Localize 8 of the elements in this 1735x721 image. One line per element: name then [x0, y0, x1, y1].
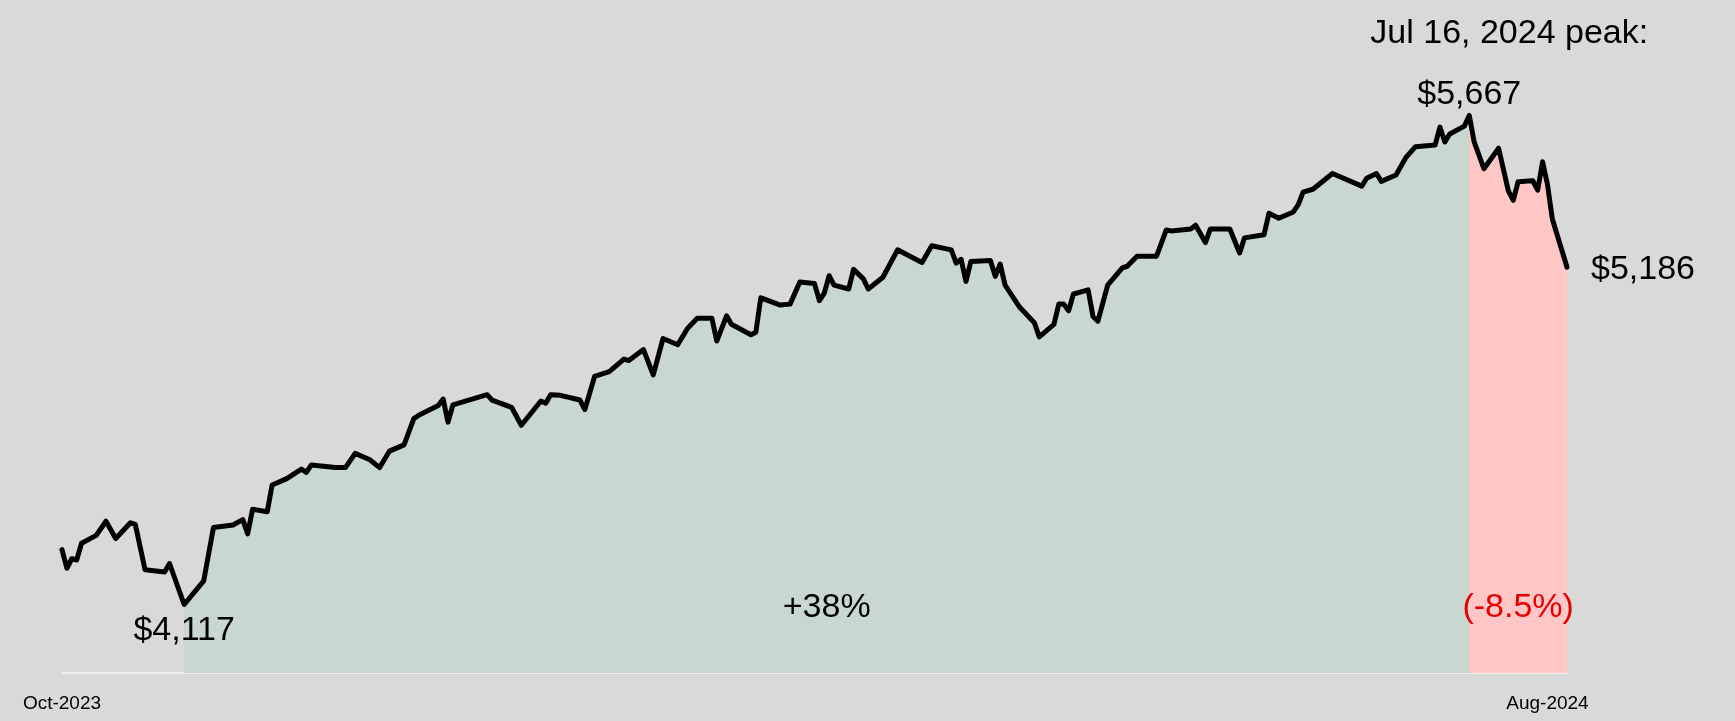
x-tick-label: Oct-2023 [22, 692, 102, 713]
annotation: +38% [782, 585, 871, 624]
annotation: (-8.5%) [1462, 585, 1574, 624]
data-label: $5,667 [1417, 73, 1522, 112]
annotation: Jul 16, 2024 peak: [1370, 12, 1649, 51]
data-label: $5,186 [1591, 248, 1695, 287]
data-label: $4,117 [133, 608, 235, 647]
x-tick-label: Aug-2024 [1506, 692, 1590, 713]
